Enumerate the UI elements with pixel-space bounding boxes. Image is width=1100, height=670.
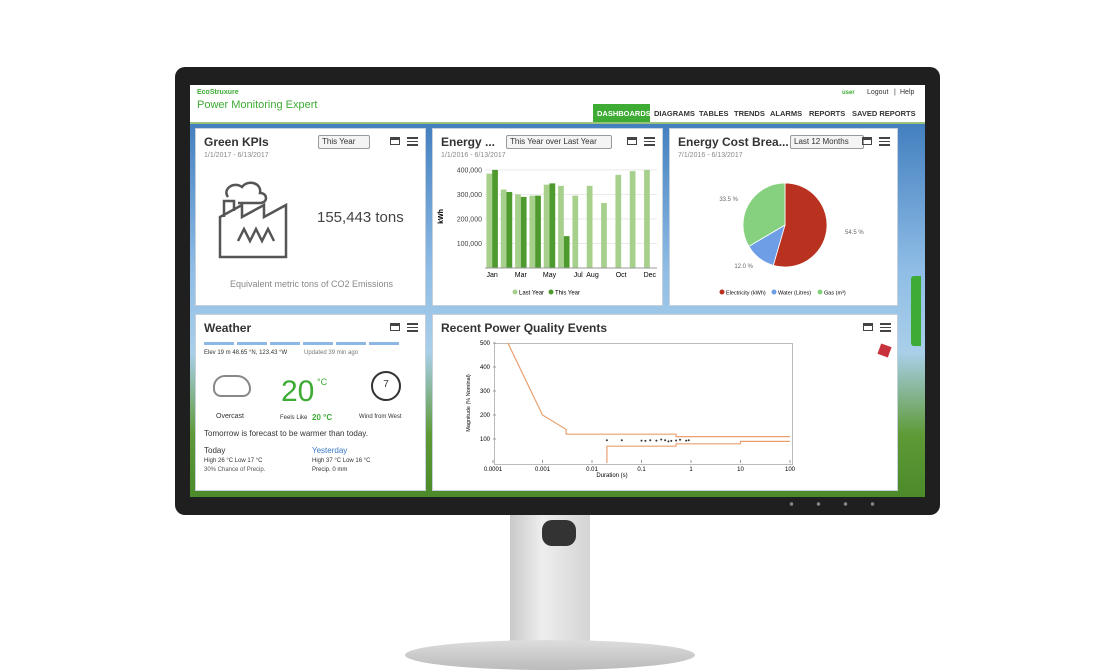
alert-icon[interactable]	[877, 343, 892, 358]
help[interactable]: Help	[900, 89, 915, 96]
updated: Updated 39 min ago	[304, 350, 359, 356]
nav-item[interactable]: SAVED REPORTS	[852, 109, 916, 118]
maximize-icon[interactable]	[863, 323, 873, 331]
feels-like-label: Feels Like	[280, 415, 308, 421]
nav-active	[593, 104, 650, 122]
energy-widget: Energy ... This Year over Last Year 1/1/…	[432, 128, 663, 306]
date-range: 1/1/2016 - 6/13/2017	[441, 152, 506, 159]
nav-item[interactable]: TRENDS	[734, 109, 765, 118]
date-range: 7/1/2016 - 6/13/2017	[678, 152, 743, 159]
weather-widget: Weather Elev 19 m 48.65 °N, 123.43 °W Up…	[195, 314, 426, 491]
widget-title: Energy ...	[441, 135, 496, 149]
feels-like: 20 °C	[312, 413, 333, 422]
wind-dial	[371, 371, 401, 401]
nav-item[interactable]: TABLES	[699, 109, 729, 118]
separator: |	[894, 89, 896, 96]
today-label: Today	[204, 446, 226, 455]
factory-icon	[218, 181, 288, 259]
yesterday-label: Yesterday	[312, 446, 348, 455]
widget-title: Energy Cost Brea...	[678, 135, 789, 149]
yesterday-precip: Precip. 0 mm	[312, 467, 348, 473]
nav-item[interactable]: DIAGRAMS	[654, 109, 695, 118]
header-bar	[190, 85, 925, 124]
menu-icon[interactable]	[407, 323, 418, 332]
date-range: 1/1/2017 - 6/13/2017	[204, 152, 269, 159]
pq-widget: Recent Power Quality Events	[432, 314, 898, 491]
side-tab[interactable]	[911, 276, 921, 346]
cloud-icon	[213, 375, 251, 397]
today-precip: 30% Chance of Precip.	[204, 467, 266, 473]
dropdown[interactable]: This Year	[318, 135, 371, 149]
maximize-icon[interactable]	[862, 137, 872, 145]
dropdown[interactable]: Last 12 Months	[790, 135, 864, 149]
cost-widget: Energy Cost Brea... Last 12 Months 7/1/2…	[669, 128, 898, 306]
stand-hole	[542, 520, 576, 546]
location: Elev 19 m 48.65 °N, 123.43 °W	[204, 350, 288, 356]
menu-icon[interactable]	[644, 137, 655, 146]
stand-base	[405, 640, 695, 670]
kpi-value: 155,443 tons	[317, 209, 404, 226]
nav-item[interactable]: REPORTS	[809, 109, 846, 118]
menu-icon[interactable]	[879, 137, 890, 146]
maximize-icon[interactable]	[627, 137, 637, 145]
widget-title: Green KPIs	[204, 135, 269, 149]
kpi-caption: Equivalent metric tons of CO2 Emissions	[229, 279, 394, 289]
plot-box	[494, 343, 793, 465]
dropdown[interactable]: This Year over Last Year	[506, 135, 612, 149]
yesterday-temps: High 37 °C Low 16 °C	[312, 458, 371, 464]
nav-item[interactable]: DASHBOARDS	[597, 109, 651, 118]
wind-label: Wind from West	[359, 414, 402, 420]
temperature-unit: °C	[317, 377, 328, 387]
logo: EcoStruxure	[197, 89, 239, 96]
menu-icon[interactable]	[407, 137, 418, 146]
maximize-icon[interactable]	[390, 137, 400, 145]
bezel-buttons	[778, 502, 888, 506]
widget-title: Recent Power Quality Events	[441, 321, 608, 335]
app-name: Power Monitoring Expert	[197, 99, 318, 111]
menu-icon[interactable]	[880, 323, 891, 332]
kpi-widget: Green KPIs This Year 1/1/2017 - 6/13/201…	[195, 128, 426, 306]
wind-speed: 7	[383, 379, 389, 390]
forecast: Tomorrow is forecast to be warmer than t…	[204, 429, 368, 438]
temperature: 20	[281, 375, 315, 408]
maximize-icon[interactable]	[390, 323, 400, 331]
logout[interactable]: Logout	[867, 89, 889, 96]
nav-item[interactable]: ALARMS	[770, 109, 803, 118]
user[interactable]: user	[842, 90, 855, 96]
widget-title: Weather	[204, 321, 252, 335]
forecast-bar	[204, 342, 402, 345]
condition: Overcast	[216, 413, 245, 420]
today-temps: High 26 °C Low 17 °C	[204, 458, 263, 464]
